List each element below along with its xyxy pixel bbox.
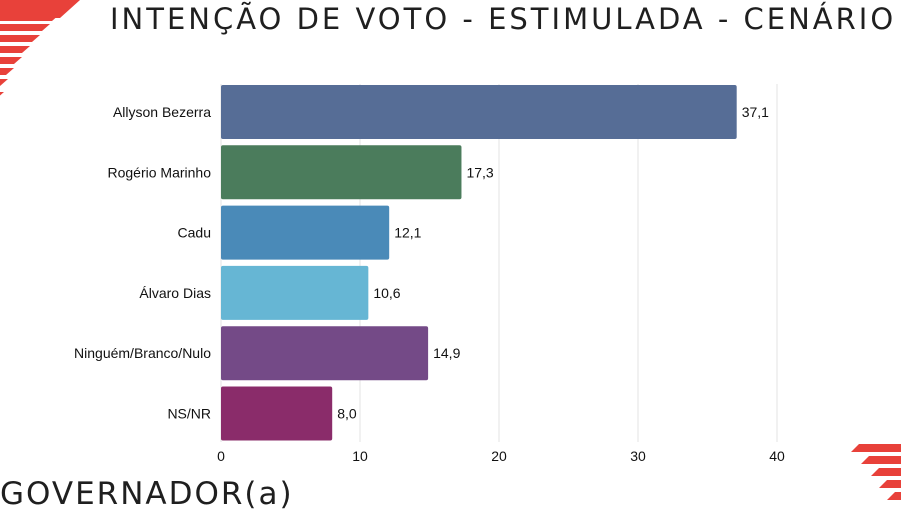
stripe-shape [0,57,22,64]
bar [221,386,333,441]
stripe-shape [0,68,14,75]
stripe-shape [879,480,901,488]
stripe-shape [887,492,901,500]
x-tick-label: 30 [630,448,646,464]
category-label: Ninguém/Branco/Nulo [74,345,211,361]
stripe-shape [0,24,50,31]
x-tick-label: 20 [491,448,507,464]
chart-gridlines [220,84,778,442]
value-label: 37,1 [742,104,769,120]
value-label: 17,3 [466,164,493,180]
value-label: 8,0 [337,406,357,422]
chart-bars [221,85,737,441]
value-label: 14,9 [433,345,460,361]
footer-caption: GOVERNADOR(a) [0,476,294,512]
page-title: INTENÇÃO DE VOTO - ESTIMULADA - CENÁRIO … [110,2,901,36]
bar [221,85,737,139]
bottom-right-decorative-stripes [851,444,901,500]
stripe-shape [871,468,901,476]
category-label: Álvaro Dias [139,285,211,301]
bar [221,326,429,381]
category-label: Cadu [178,225,211,241]
stripe-shape [0,46,30,53]
stripe-shape [861,456,901,464]
stripe-shape [0,79,8,86]
bar [221,145,462,200]
stripe-shape [0,92,4,99]
bar [221,265,369,320]
x-tick-label: 10 [352,448,368,464]
stripe-shape [0,35,40,42]
stripe-shape [851,444,901,452]
bar [221,205,390,260]
x-tick-label: 0 [217,448,225,464]
category-label: NS/NR [167,406,211,422]
value-label: 12,1 [394,225,421,241]
category-label: Rogério Marinho [108,164,212,180]
x-tick-label: 40 [769,448,785,464]
category-label: Allyson Bezerra [113,104,211,120]
chart-labels: 0 10 20 30 40 Allyson Bezerra 37,1 Rogério Mari… [74,104,785,464]
stripe-shape [0,0,80,18]
top-left-decorative-stripes [0,0,80,99]
value-label: 10,6 [373,285,400,301]
